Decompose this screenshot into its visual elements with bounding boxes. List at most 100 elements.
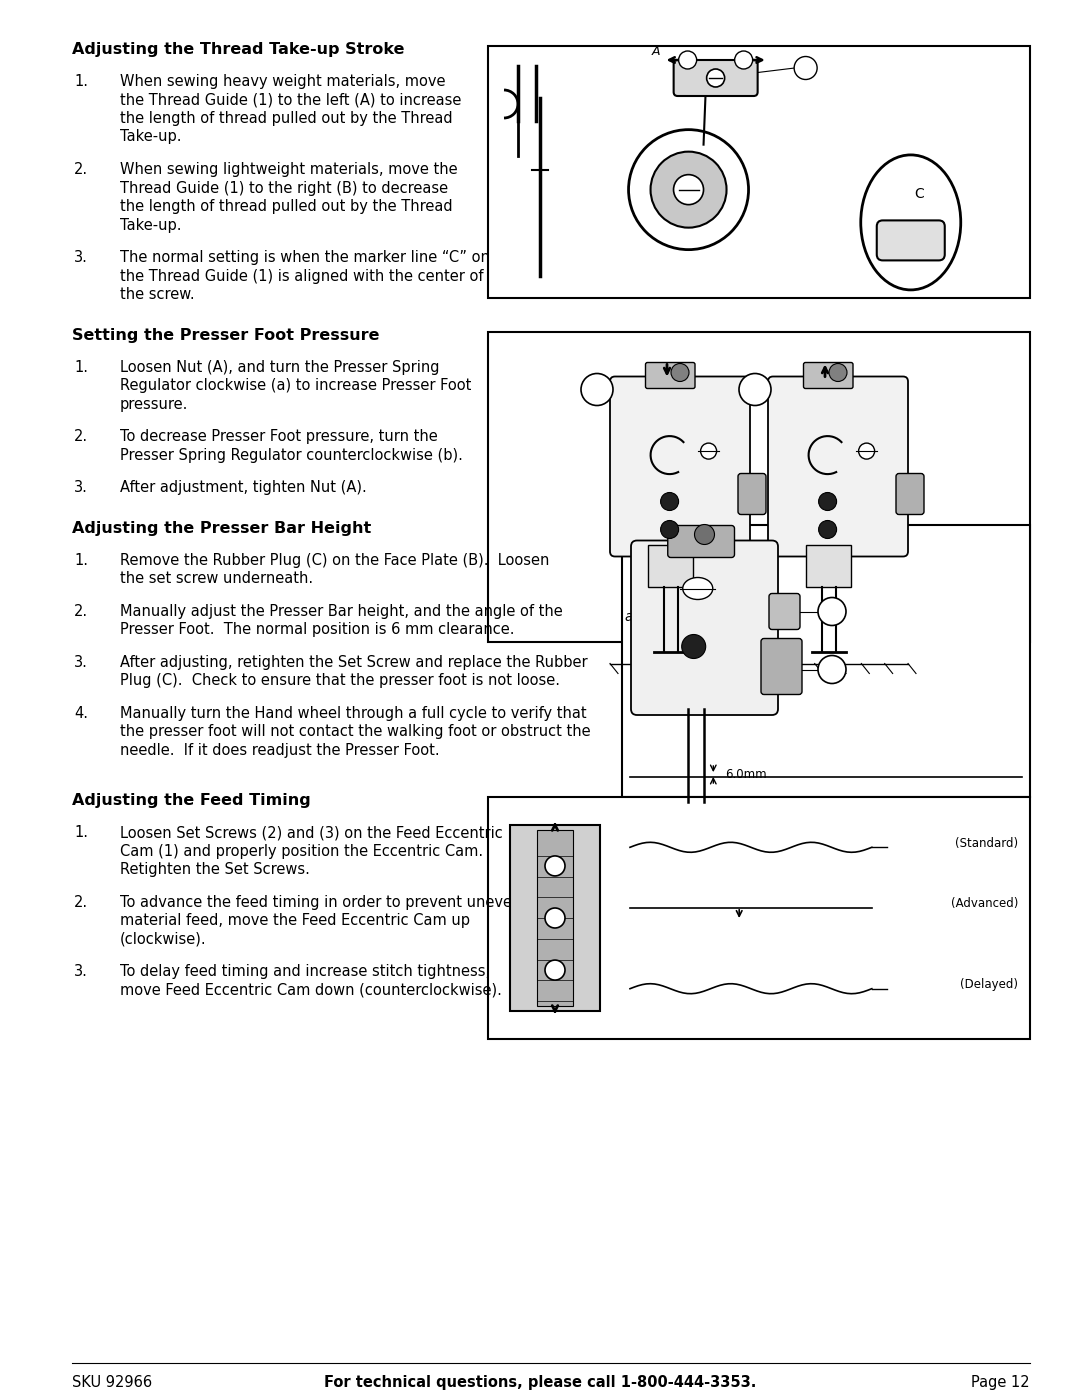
Circle shape bbox=[706, 68, 725, 87]
Text: After adjustment, tighten Nut (A).: After adjustment, tighten Nut (A). bbox=[120, 481, 367, 495]
Text: Remove the Rubber Plug (C) on the Face Plate (B).  Loosen: Remove the Rubber Plug (C) on the Face P… bbox=[120, 552, 550, 567]
Text: Adjusting the Thread Take-up Stroke: Adjusting the Thread Take-up Stroke bbox=[72, 42, 405, 57]
Text: Adjusting the Presser Bar Height: Adjusting the Presser Bar Height bbox=[72, 521, 372, 535]
Text: Take-up.: Take-up. bbox=[120, 130, 181, 144]
FancyBboxPatch shape bbox=[804, 362, 853, 388]
Bar bbox=[806, 545, 851, 587]
Circle shape bbox=[629, 130, 748, 250]
Circle shape bbox=[859, 443, 875, 460]
Circle shape bbox=[819, 521, 837, 538]
Text: 3.: 3. bbox=[75, 964, 87, 979]
Text: For technical questions, please call 1-800-444-3353.: For technical questions, please call 1-8… bbox=[324, 1375, 756, 1390]
Text: To delay feed timing and increase stitch tightness,: To delay feed timing and increase stitch… bbox=[120, 964, 490, 979]
Text: 1.: 1. bbox=[75, 826, 87, 840]
Circle shape bbox=[650, 152, 727, 228]
Text: the presser foot will not contact the walking foot or obstruct the: the presser foot will not contact the wa… bbox=[120, 724, 591, 739]
Bar bbox=[537, 830, 573, 1006]
Text: move Feed Eccentric Cam down (counterclockwise).: move Feed Eccentric Cam down (counterclo… bbox=[120, 982, 502, 997]
Text: C: C bbox=[914, 187, 923, 201]
Text: When sewing lightweight materials, move the: When sewing lightweight materials, move … bbox=[120, 162, 458, 177]
Text: (Delayed): (Delayed) bbox=[960, 978, 1018, 992]
Text: SKU 92966: SKU 92966 bbox=[72, 1375, 152, 1390]
FancyBboxPatch shape bbox=[761, 638, 802, 694]
Text: 6.0mm: 6.0mm bbox=[726, 768, 767, 781]
Circle shape bbox=[545, 960, 565, 981]
Text: Page 12: Page 12 bbox=[971, 1375, 1030, 1390]
Text: Loosen Nut (A), and turn the Presser Spring: Loosen Nut (A), and turn the Presser Spr… bbox=[120, 359, 440, 374]
FancyBboxPatch shape bbox=[610, 377, 750, 556]
Text: pressure.: pressure. bbox=[120, 397, 188, 412]
Text: A: A bbox=[752, 384, 759, 394]
Text: 3: 3 bbox=[552, 965, 558, 975]
Text: the set screw underneath.: the set screw underneath. bbox=[120, 571, 313, 585]
FancyBboxPatch shape bbox=[877, 221, 945, 260]
Text: 1: 1 bbox=[552, 861, 558, 870]
Text: b: b bbox=[783, 609, 792, 623]
Circle shape bbox=[681, 634, 705, 658]
Text: the length of thread pulled out by the Thread: the length of thread pulled out by the T… bbox=[120, 110, 453, 126]
FancyBboxPatch shape bbox=[631, 541, 778, 715]
Text: 1.: 1. bbox=[75, 74, 87, 89]
Text: When sewing heavy weight materials, move: When sewing heavy weight materials, move bbox=[120, 74, 446, 89]
Text: (Advanced): (Advanced) bbox=[950, 897, 1018, 911]
Circle shape bbox=[818, 598, 846, 626]
Text: the length of thread pulled out by the Thread: the length of thread pulled out by the T… bbox=[120, 198, 453, 214]
FancyBboxPatch shape bbox=[768, 377, 908, 556]
Text: (Standard): (Standard) bbox=[955, 837, 1018, 849]
Circle shape bbox=[694, 524, 715, 545]
Circle shape bbox=[819, 493, 837, 510]
Circle shape bbox=[701, 443, 717, 460]
Text: Regulator clockwise (a) to increase Presser Foot: Regulator clockwise (a) to increase Pres… bbox=[120, 379, 471, 393]
Bar bbox=[488, 798, 1030, 1039]
FancyBboxPatch shape bbox=[738, 474, 766, 514]
Text: 2.: 2. bbox=[75, 429, 89, 444]
Bar bbox=[622, 524, 1030, 798]
Text: Presser Foot.  The normal position is 6 mm clearance.: Presser Foot. The normal position is 6 m… bbox=[120, 622, 514, 637]
Text: C: C bbox=[827, 664, 836, 676]
FancyBboxPatch shape bbox=[769, 594, 800, 630]
Bar bbox=[510, 826, 600, 1011]
Text: 2: 2 bbox=[552, 914, 558, 923]
Text: A: A bbox=[593, 384, 600, 394]
Text: Loosen Set Screws (2) and (3) on the Feed Eccentric: Loosen Set Screws (2) and (3) on the Fee… bbox=[120, 826, 503, 840]
Text: A: A bbox=[685, 56, 690, 64]
Ellipse shape bbox=[683, 577, 713, 599]
Text: 4.: 4. bbox=[75, 705, 87, 721]
Circle shape bbox=[739, 373, 771, 405]
Text: Plug (C).  Check to ensure that the presser foot is not loose.: Plug (C). Check to ensure that the press… bbox=[120, 673, 561, 687]
Text: needle.  If it does readjust the Presser Foot.: needle. If it does readjust the Presser … bbox=[120, 742, 440, 757]
Circle shape bbox=[545, 908, 565, 928]
FancyBboxPatch shape bbox=[896, 474, 924, 514]
Text: Adjusting the Feed Timing: Adjusting the Feed Timing bbox=[72, 793, 311, 807]
Text: 2.: 2. bbox=[75, 162, 89, 177]
Text: 3.: 3. bbox=[75, 250, 87, 265]
Circle shape bbox=[818, 655, 846, 683]
Circle shape bbox=[581, 373, 613, 405]
Text: Cam (1) and properly position the Eccentric Cam.: Cam (1) and properly position the Eccent… bbox=[120, 844, 483, 859]
Circle shape bbox=[794, 56, 818, 80]
Circle shape bbox=[829, 363, 847, 381]
Text: B: B bbox=[827, 605, 836, 617]
Text: Manually turn the Hand wheel through a full cycle to verify that: Manually turn the Hand wheel through a f… bbox=[120, 705, 586, 721]
Text: 3.: 3. bbox=[75, 481, 87, 495]
Text: Thread Guide (1) to the right (B) to decrease: Thread Guide (1) to the right (B) to dec… bbox=[120, 180, 448, 196]
Circle shape bbox=[545, 856, 565, 876]
Text: 2.: 2. bbox=[75, 604, 89, 619]
Text: 3.: 3. bbox=[75, 655, 87, 669]
Text: the Thread Guide (1) to the left (A) to increase: the Thread Guide (1) to the left (A) to … bbox=[120, 92, 461, 108]
Text: A: A bbox=[651, 45, 660, 59]
Text: Setting the Presser Foot Pressure: Setting the Presser Foot Pressure bbox=[72, 327, 379, 342]
Text: B: B bbox=[741, 56, 746, 64]
Bar bbox=[488, 331, 1030, 641]
Circle shape bbox=[678, 52, 697, 68]
Bar bbox=[488, 46, 1030, 298]
Text: 1.: 1. bbox=[75, 359, 87, 374]
Text: 2.: 2. bbox=[75, 894, 89, 909]
Text: 1.: 1. bbox=[75, 552, 87, 567]
Circle shape bbox=[734, 52, 753, 68]
Text: To decrease Presser Foot pressure, turn the: To decrease Presser Foot pressure, turn … bbox=[120, 429, 437, 444]
Ellipse shape bbox=[861, 155, 961, 291]
Text: After adjusting, retighten the Set Screw and replace the Rubber: After adjusting, retighten the Set Screw… bbox=[120, 655, 588, 669]
Text: a: a bbox=[624, 609, 633, 623]
Circle shape bbox=[661, 521, 678, 538]
